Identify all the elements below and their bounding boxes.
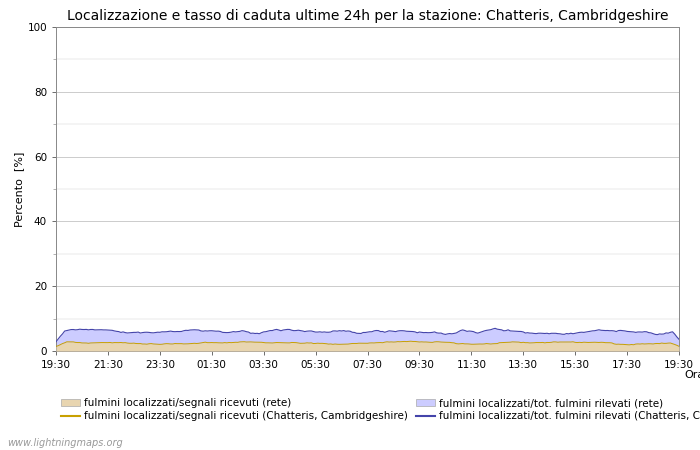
Y-axis label: Percento  [%]: Percento [%] (15, 151, 24, 227)
Legend: fulmini localizzati/segnali ricevuti (rete), fulmini localizzati/segnali ricevut: fulmini localizzati/segnali ricevuti (re… (61, 398, 700, 422)
Text: Orario: Orario (685, 370, 700, 380)
Title: Localizzazione e tasso di caduta ultime 24h per la stazione: Chatteris, Cambridg: Localizzazione e tasso di caduta ultime … (66, 9, 668, 23)
Text: www.lightningmaps.org: www.lightningmaps.org (7, 438, 122, 448)
